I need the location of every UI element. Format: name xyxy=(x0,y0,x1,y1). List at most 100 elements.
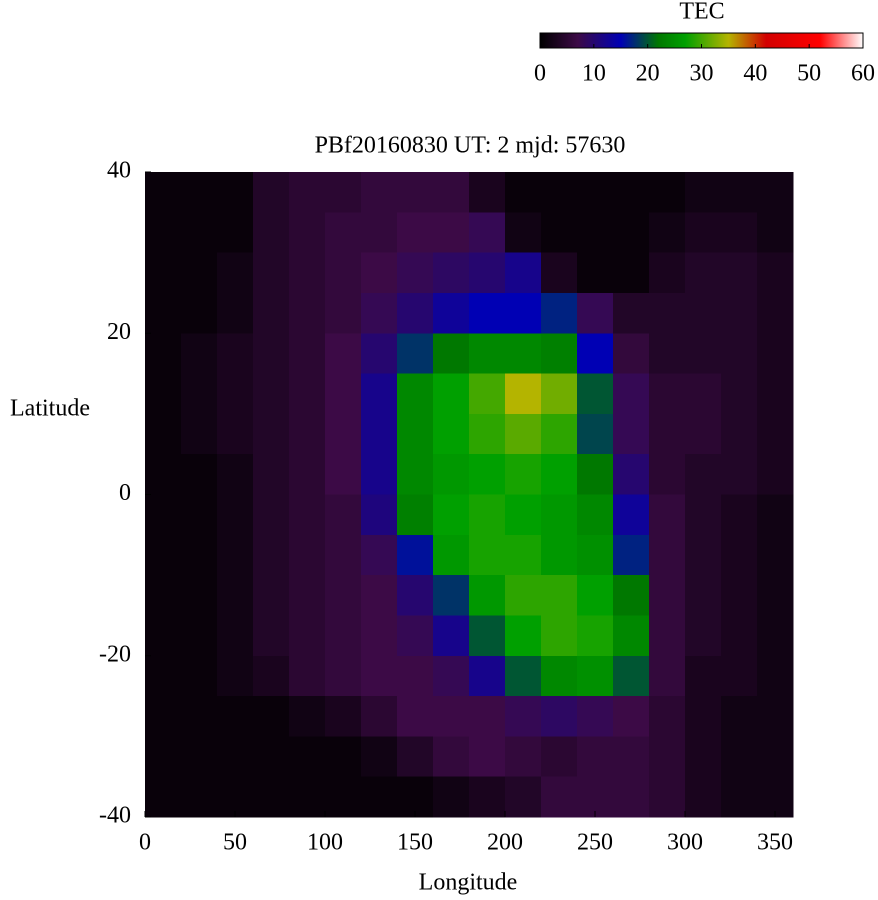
heatmap-cell xyxy=(145,736,182,778)
heatmap-cell xyxy=(217,212,254,254)
heatmap-cell xyxy=(181,292,218,334)
heatmap-cell xyxy=(541,776,578,818)
heatmap-cell xyxy=(253,292,290,334)
heatmap-cell xyxy=(541,575,578,616)
heatmap-cell xyxy=(469,494,506,536)
heatmap-cell xyxy=(577,373,614,415)
heatmap-cell xyxy=(721,292,758,334)
heatmap-cell xyxy=(397,736,434,778)
heatmap-cell xyxy=(685,575,722,616)
heatmap-cell xyxy=(217,575,254,616)
heatmap-cell xyxy=(541,615,578,657)
heatmap-cell xyxy=(505,454,542,495)
heatmap-cell xyxy=(577,413,614,455)
heatmap-cell xyxy=(469,655,506,697)
heatmap-cell xyxy=(541,494,578,536)
heatmap-cell xyxy=(361,373,398,415)
heatmap-cell xyxy=(649,655,686,697)
heatmap-cell xyxy=(145,413,182,455)
heatmap-cell xyxy=(397,292,434,334)
heatmap-cell xyxy=(613,736,650,778)
heatmap-cell xyxy=(181,655,218,697)
heatmap-cell xyxy=(613,696,650,737)
heatmap-cell xyxy=(181,252,218,294)
heatmap-cell xyxy=(613,252,650,294)
heatmap-cell xyxy=(289,534,326,576)
heatmap-cell xyxy=(505,333,542,375)
heatmap-cell xyxy=(145,655,182,697)
heatmap-cell xyxy=(469,333,506,375)
heatmap-cell xyxy=(721,413,758,455)
heatmap-cell xyxy=(433,413,470,455)
heatmap-cell xyxy=(361,696,398,737)
heatmap-cell xyxy=(289,494,326,536)
heatmap-cell xyxy=(253,776,290,818)
heatmap-cell xyxy=(469,413,506,455)
heatmap-cell xyxy=(181,776,218,818)
heatmap-cell xyxy=(325,212,362,254)
heatmap-cell xyxy=(469,696,506,737)
heatmap-cell xyxy=(325,413,362,455)
heatmap-cell xyxy=(217,292,254,334)
heatmap-cell xyxy=(361,615,398,657)
heatmap-cell xyxy=(325,494,362,536)
heatmap-cell xyxy=(685,212,722,254)
heatmap-cell xyxy=(613,655,650,697)
heatmap-cell xyxy=(721,172,758,213)
heatmap-cell xyxy=(361,252,398,294)
heatmap-cell xyxy=(613,575,650,616)
heatmap-cell xyxy=(577,212,614,254)
heatmap-cell xyxy=(649,736,686,778)
heatmap-cell xyxy=(541,413,578,455)
heatmap-cell xyxy=(325,454,362,495)
heatmap-cell xyxy=(325,655,362,697)
heatmap-cell xyxy=(217,736,254,778)
heatmap-cell xyxy=(757,212,794,254)
heatmap-cell xyxy=(649,534,686,576)
heatmap-cell xyxy=(217,494,254,536)
heatmap-cell xyxy=(325,696,362,737)
heatmap-cell xyxy=(217,534,254,576)
heatmap-cell xyxy=(757,655,794,697)
heatmap-cell xyxy=(217,615,254,657)
heatmap-cell xyxy=(757,494,794,536)
heatmap-cell xyxy=(757,615,794,657)
heatmap-cell xyxy=(433,575,470,616)
heatmap-cell xyxy=(685,373,722,415)
heatmap-cell xyxy=(217,655,254,697)
heatmap-cell xyxy=(397,655,434,697)
heatmap-cell xyxy=(145,494,182,536)
chart-title: PBf20160830 UT: 2 mjd: 57630 xyxy=(315,133,626,159)
heatmap-cell xyxy=(505,696,542,737)
heatmap-cell xyxy=(181,615,218,657)
heatmap-cell xyxy=(577,534,614,576)
heatmap-cell xyxy=(649,454,686,495)
heatmap-cell xyxy=(217,776,254,818)
heatmap-cell xyxy=(685,333,722,375)
heatmap-cell xyxy=(361,333,398,375)
heatmap-cell xyxy=(721,212,758,254)
heatmap-cell xyxy=(289,776,326,818)
heatmap-cell xyxy=(433,373,470,415)
heatmap-cell xyxy=(649,373,686,415)
heatmap-cell xyxy=(577,454,614,495)
heatmap-cell xyxy=(289,615,326,657)
heatmap-cell xyxy=(721,252,758,294)
heatmap-cell xyxy=(577,494,614,536)
heatmap-cell xyxy=(577,615,614,657)
heatmap-cell xyxy=(181,736,218,778)
heatmap-cell xyxy=(505,776,542,818)
heatmap-cell xyxy=(181,494,218,536)
heatmap-cell xyxy=(577,172,614,213)
colorbar-tick-label: 40 xyxy=(743,61,767,87)
heatmap-cell xyxy=(685,655,722,697)
heatmap-cell xyxy=(361,494,398,536)
heatmap-cell xyxy=(541,333,578,375)
heatmap-cell xyxy=(217,696,254,737)
heatmap-cell xyxy=(433,494,470,536)
heatmap-cell xyxy=(253,373,290,415)
heatmap-cell xyxy=(253,575,290,616)
heatmap-cell xyxy=(145,696,182,737)
heatmap-cell xyxy=(613,172,650,213)
